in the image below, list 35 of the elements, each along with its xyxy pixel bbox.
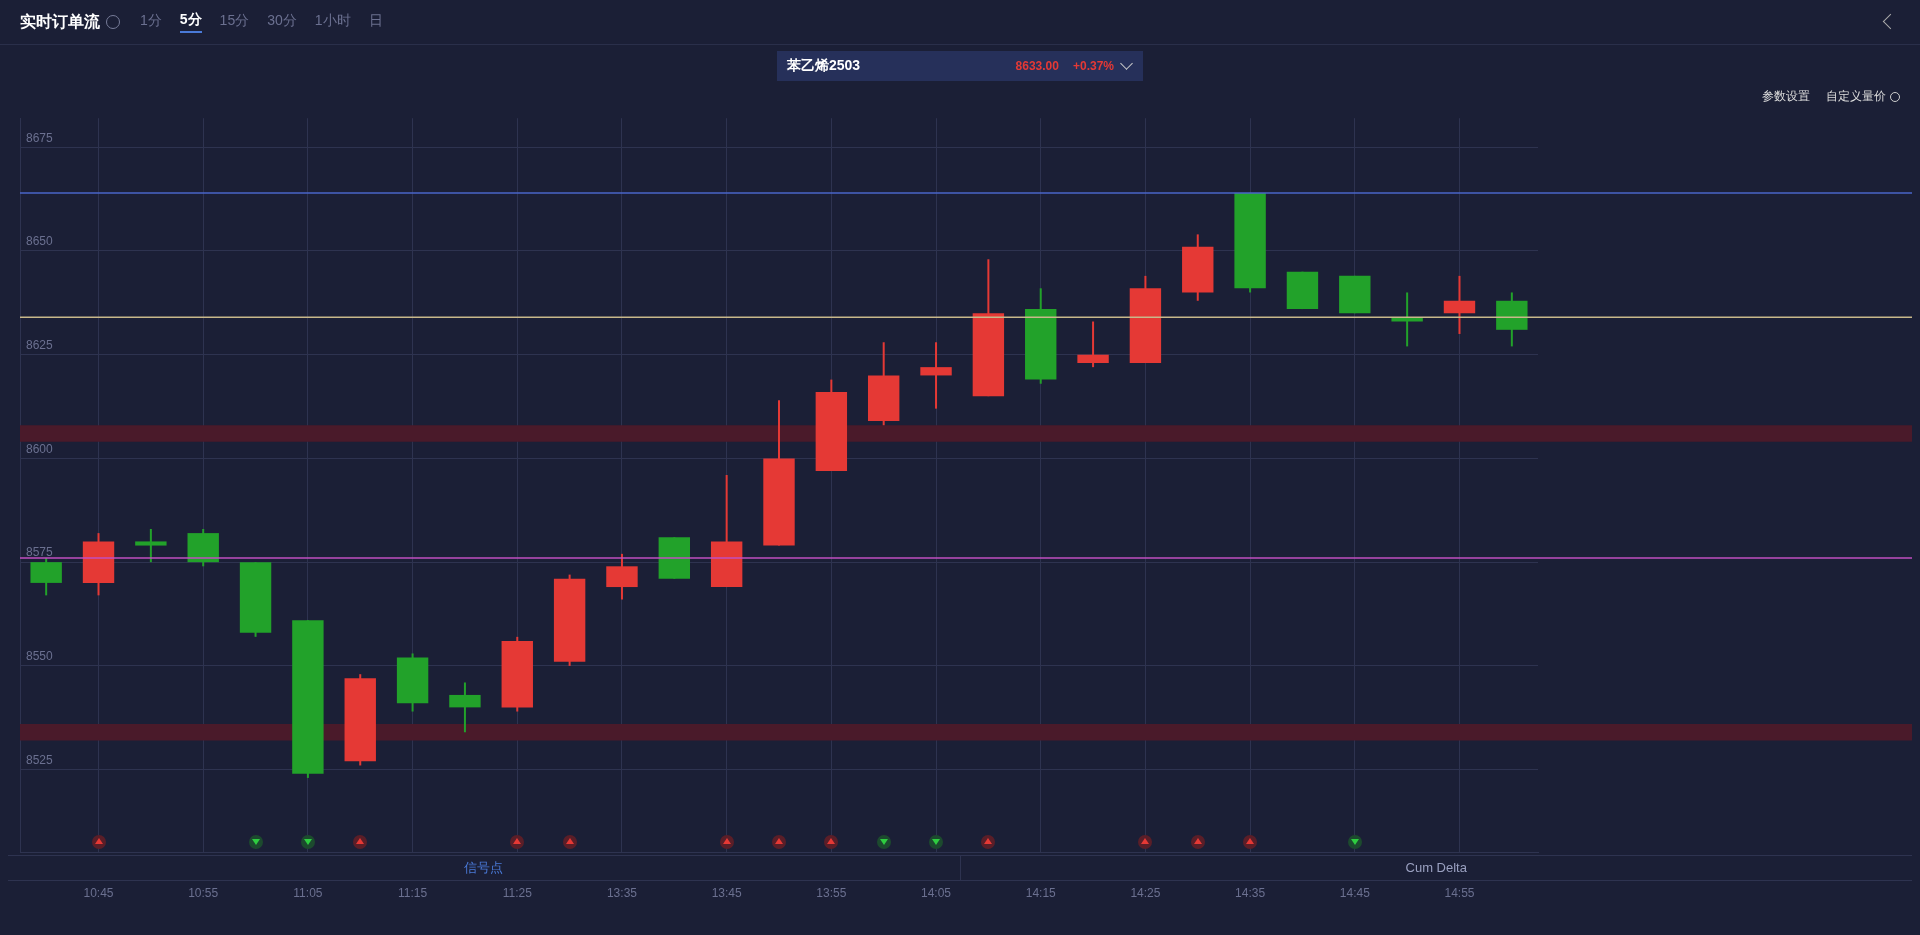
x-tick-label: 13:45 <box>711 886 742 901</box>
x-tick-label: 11:15 <box>398 886 428 901</box>
y-tick-label: 8650 <box>26 234 54 249</box>
chart-title: 实时订单流 <box>20 12 100 30</box>
text: 30分 <box>267 12 297 28</box>
text: +0.37% <box>1072 59 1114 73</box>
x-tick-label: 14:25 <box>1130 886 1161 901</box>
x-tick-label: 14:35 <box>1235 886 1266 901</box>
y-tick-label: 8675 <box>26 130 54 145</box>
x-tick-label: 13:55 <box>816 886 847 901</box>
x-tick-label: 14:15 <box>1025 886 1057 901</box>
text: 5分 <box>179 11 202 27</box>
x-tick-label: 10:45 <box>83 886 114 901</box>
text: 参数设置 <box>1762 89 1810 103</box>
text: 自定义量价 <box>1826 89 1886 103</box>
text: 1小时 <box>314 12 351 28</box>
y-tick-label: 8550 <box>26 649 54 664</box>
text: Cum Delta <box>1405 859 1467 875</box>
x-tick-label: 11:05 <box>293 886 323 901</box>
x-tick-label: 13:35 <box>606 886 638 901</box>
chart-subtitle: 苯乙烯2503 <box>787 57 861 73</box>
x-tick-label: 14:55 <box>1444 886 1475 901</box>
text: 15分 <box>219 12 250 28</box>
text: 1分 <box>140 12 162 28</box>
y-tick-label: 8625 <box>26 338 54 353</box>
y-tick-label: 8575 <box>26 545 54 560</box>
text: 8633.00 <box>1015 59 1059 73</box>
x-tick-label: 14:05 <box>921 886 952 901</box>
y-tick-label: 8525 <box>26 752 54 767</box>
text: 日 <box>368 12 383 28</box>
x-tick-label: 11:25 <box>502 886 533 901</box>
x-tick-label: 14:45 <box>1339 886 1371 901</box>
text: 信号点 <box>464 859 504 875</box>
x-tick-label: 10:55 <box>188 886 219 901</box>
y-tick-label: 8600 <box>26 441 54 456</box>
